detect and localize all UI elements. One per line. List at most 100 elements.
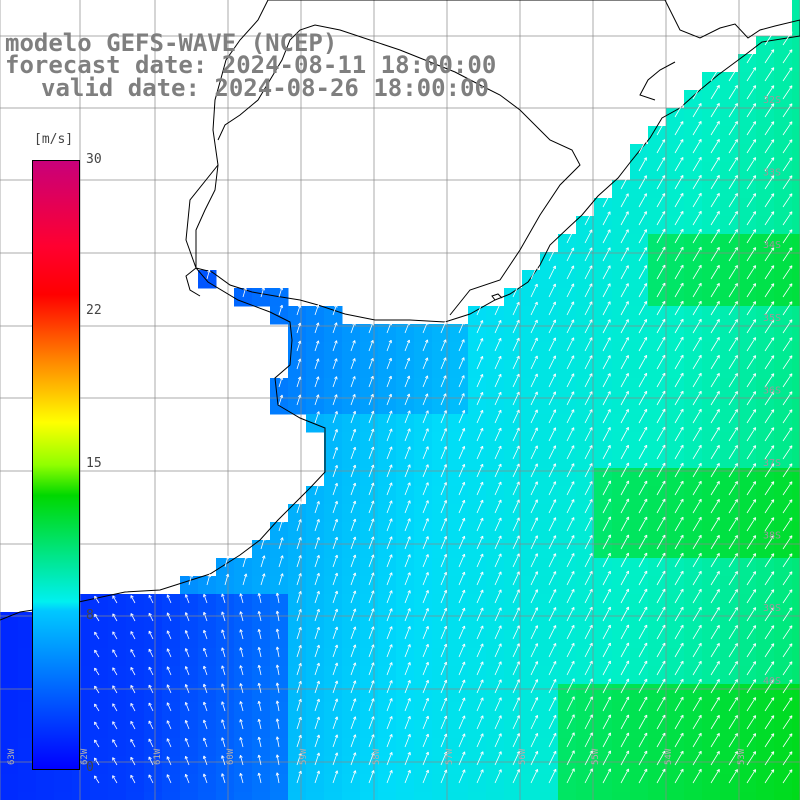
wind-cell — [0, 612, 19, 631]
wind-cell — [432, 630, 451, 649]
wind-cell — [648, 126, 667, 145]
wind-arrow — [692, 228, 702, 244]
wind-cell — [414, 486, 433, 505]
wind-arrow — [386, 446, 393, 460]
wind-cell — [432, 684, 451, 703]
wind-cell — [594, 396, 613, 415]
wind-arrow — [746, 499, 757, 514]
wind-cell — [702, 234, 721, 253]
wind-cell — [504, 540, 523, 559]
wind-arrow — [404, 554, 411, 568]
wind-cell — [666, 252, 685, 271]
wind-cell — [738, 90, 757, 109]
wind-arrow — [710, 445, 720, 460]
wind-cell — [576, 666, 595, 685]
wind-cell — [702, 216, 721, 235]
wind-cell — [774, 54, 793, 73]
wind-arrow — [386, 321, 392, 334]
wind-cell — [522, 270, 541, 289]
wind-cell — [342, 738, 361, 757]
wind-cell — [252, 666, 271, 685]
wind-arrow — [314, 572, 320, 586]
wind-cell — [720, 252, 739, 271]
wind-arrow — [728, 355, 738, 370]
wind-cell — [540, 324, 559, 343]
wind-arrow — [422, 393, 429, 406]
wind-arrow — [166, 756, 172, 766]
wind-arrow — [476, 535, 484, 550]
wind-cell — [702, 558, 721, 577]
wind-cell — [576, 504, 595, 523]
latitude-label: 39S — [763, 603, 781, 614]
wind-cell — [342, 558, 361, 577]
wind-cell — [738, 108, 757, 127]
wind-arrow — [332, 554, 339, 568]
wind-arrow — [530, 571, 539, 586]
wind-cell — [594, 774, 613, 793]
wind-arrow — [202, 719, 208, 730]
wind-cell — [306, 576, 325, 595]
wind-cell — [666, 234, 685, 253]
wind-cell — [756, 324, 775, 343]
wind-cell — [558, 504, 577, 523]
wind-cell — [738, 378, 757, 397]
wind-cell — [774, 306, 793, 325]
wind-arrow — [746, 49, 757, 64]
wind-arrow — [566, 391, 575, 406]
wind-cell — [36, 792, 55, 800]
wind-arrow — [710, 679, 720, 694]
wind-cell — [576, 450, 595, 469]
wind-arrow — [440, 553, 448, 568]
wind-arrow — [746, 283, 757, 298]
wind-cell — [450, 756, 469, 775]
wind-cell — [162, 774, 181, 793]
wind-arrow — [314, 698, 320, 712]
wind-arrow — [94, 739, 100, 748]
wind-arrow — [548, 445, 557, 460]
wind-cell — [378, 504, 397, 523]
wind-cell — [594, 720, 613, 739]
wind-cell — [756, 342, 775, 361]
wind-cell — [756, 540, 775, 559]
wind-arrow — [404, 375, 411, 388]
wind-cell — [342, 648, 361, 667]
wind-cell — [216, 648, 235, 667]
wind-arrow — [602, 319, 611, 334]
wind-arrow — [440, 571, 448, 586]
wind-arrow — [710, 571, 720, 586]
wind-arrow — [764, 427, 775, 442]
wind-cell — [378, 558, 397, 577]
wind-arrow — [620, 426, 629, 442]
wind-cell — [360, 396, 379, 415]
wind-cell — [396, 522, 415, 541]
wind-cell — [432, 504, 451, 523]
wind-arrow — [548, 427, 557, 442]
wind-cell — [522, 396, 541, 415]
wind-arrow — [368, 590, 375, 604]
wind-arrow — [548, 247, 556, 262]
wind-arrow — [512, 679, 520, 694]
wind-arrow — [656, 157, 666, 172]
wind-arrow — [404, 715, 411, 730]
wind-arrow — [440, 500, 448, 514]
wind-cell — [612, 288, 631, 307]
wind-cell — [396, 648, 415, 667]
wind-arrow — [368, 464, 375, 478]
wind-cell — [252, 558, 271, 577]
wind-arrow — [674, 408, 684, 424]
wind-arrow — [746, 445, 757, 460]
wind-cell — [630, 162, 649, 181]
wind-cell — [324, 738, 343, 757]
wind-arrow — [458, 643, 466, 658]
wind-arrow — [584, 211, 593, 226]
wind-cell — [666, 558, 685, 577]
wind-arrow — [494, 625, 502, 640]
wind-cell — [792, 342, 800, 361]
wind-arrow — [494, 751, 502, 766]
wind-cell — [774, 378, 793, 397]
wind-cell — [594, 306, 613, 325]
wind-cell — [594, 522, 613, 541]
wind-cell — [396, 450, 415, 469]
wind-cell — [378, 774, 397, 793]
wind-cell — [558, 270, 577, 289]
